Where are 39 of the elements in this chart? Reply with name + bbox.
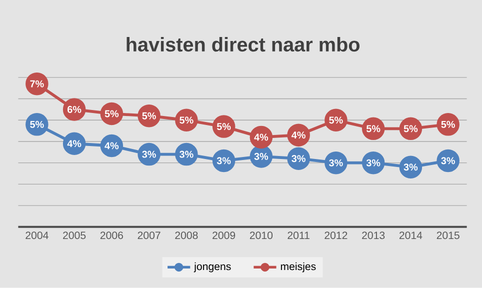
x-tick-label: 2011 — [288, 232, 310, 240]
data-label: 5% — [142, 112, 156, 120]
x-tick-label: 2004 — [26, 232, 48, 240]
data-label: 7% — [30, 80, 44, 88]
legend-label: jongens — [194, 262, 231, 272]
data-label: 3% — [254, 153, 268, 160]
data-label: 3% — [180, 150, 194, 158]
x-tick-label: 2014 — [399, 232, 422, 240]
x-tick-label: 2007 — [138, 232, 160, 240]
data-label: 5% — [180, 116, 194, 124]
chart-title: havisten direct naar mbo — [126, 37, 360, 52]
x-tick-label: 2008 — [175, 232, 198, 240]
data-label: 5% — [366, 125, 380, 132]
data-label: 4% — [254, 134, 268, 141]
data-label: 3% — [441, 157, 455, 164]
data-label: 4% — [104, 142, 119, 150]
data-label: 3% — [404, 164, 418, 171]
x-tick-label: 2006 — [100, 232, 123, 240]
data-label: 5% — [30, 121, 44, 128]
data-label: 5% — [329, 116, 343, 124]
data-label: 5% — [104, 110, 119, 118]
data-label: 3% — [366, 159, 380, 166]
data-label: 3% — [142, 150, 156, 158]
data-label: 3% — [329, 159, 343, 166]
legend-label: meisjes — [280, 262, 316, 272]
data-label: 3% — [216, 157, 231, 164]
x-tick-label: 2010 — [250, 232, 273, 240]
data-label: 4% — [67, 140, 82, 148]
data-label: 5% — [216, 123, 231, 130]
x-tick-label: 2012 — [324, 232, 348, 240]
x-tick-label: 2015 — [436, 232, 460, 240]
data-label: 6% — [68, 106, 82, 114]
x-tick-label: 2009 — [212, 232, 236, 240]
data-label: 5% — [404, 125, 418, 132]
data-label: 5% — [441, 121, 455, 128]
x-tick-label: 2013 — [362, 232, 385, 240]
data-label: 4% — [292, 132, 306, 139]
x-tick-label: 2005 — [63, 232, 86, 240]
data-label: 3% — [292, 155, 306, 162]
